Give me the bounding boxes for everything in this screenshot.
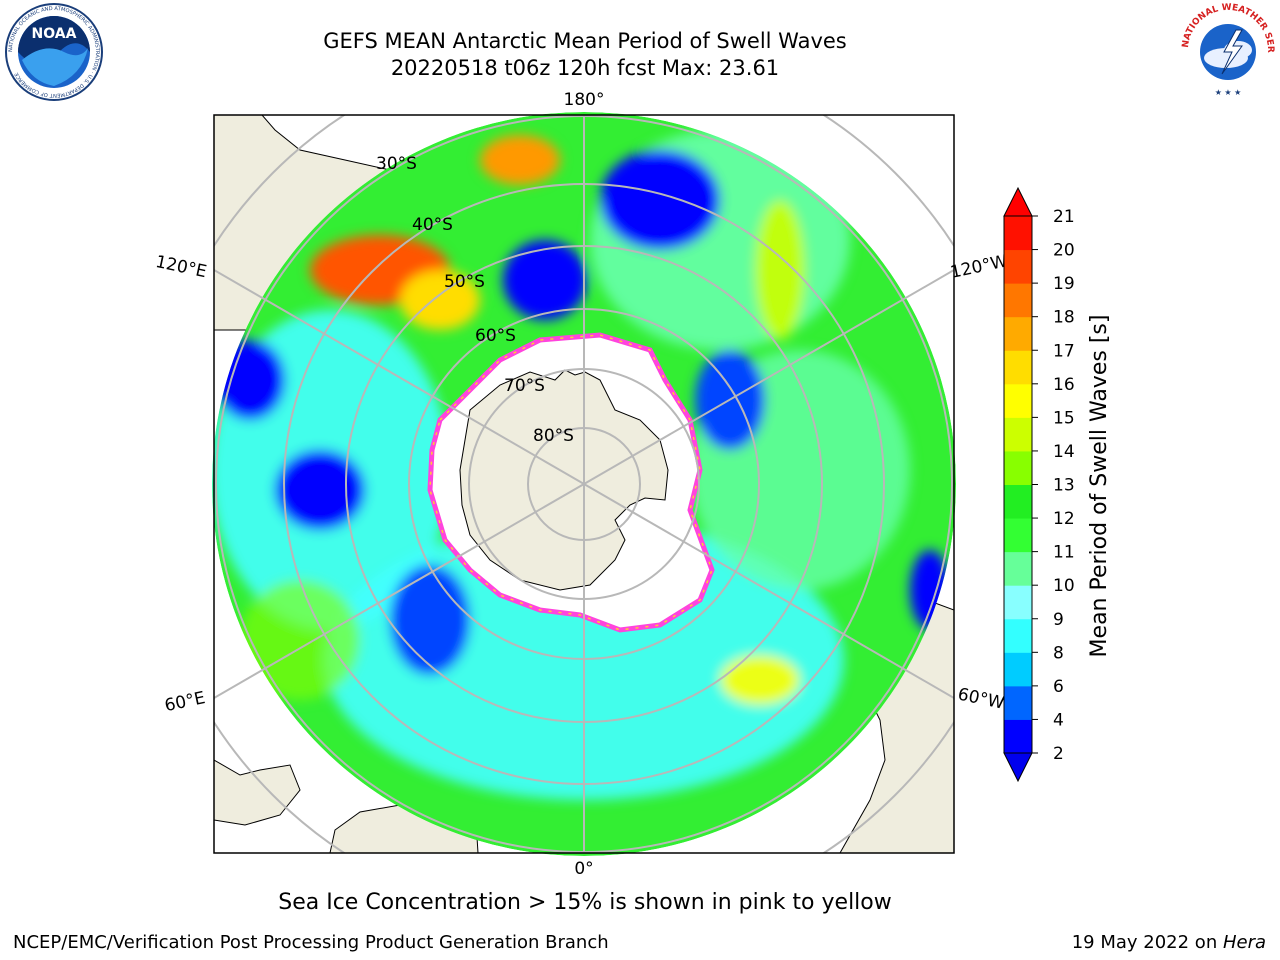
- colorbar-segment: [1004, 585, 1032, 620]
- lat-label-30s: 30°S: [376, 154, 417, 174]
- colorbar-tick-label: 6: [1053, 677, 1064, 697]
- colorbar-tick-label: 2: [1053, 744, 1064, 764]
- colorbar-tick-label: 14: [1053, 442, 1075, 462]
- colorbar-segment: [1004, 350, 1032, 385]
- sea-ice-caption: Sea Ice Concentration > 15% is shown in …: [278, 890, 892, 915]
- footer-machine: Hera: [1222, 932, 1266, 953]
- colorbar-tick-label: 10: [1053, 576, 1075, 596]
- colorbar-segment: [1004, 216, 1032, 251]
- colorbar: 2 4 6 8 9 10 11 12 13 14 15 16 17 18 19 20 21 Mean Perio…: [1003, 186, 1112, 783]
- colorbar-tick-label: 21: [1053, 207, 1075, 227]
- colorbar-tick-label: 17: [1053, 341, 1075, 361]
- lat-label-60s: 60°S: [475, 326, 516, 346]
- lat-label-70s: 70°S: [504, 376, 545, 396]
- chart-title: GEFS MEAN Antarctic Mean Period of Swell…: [323, 29, 847, 53]
- colorbar-tick-label: 13: [1053, 476, 1075, 496]
- colorbar-tick-label: 20: [1053, 241, 1075, 261]
- lon-label-0: 0°: [574, 859, 593, 879]
- graticule: [214, 115, 954, 853]
- map-frame: [213, 114, 955, 854]
- lon-label-60w: 60°W: [956, 684, 1006, 713]
- noaa-logo-text: NOAA: [32, 26, 77, 42]
- colorbar-tick-label: 16: [1053, 375, 1075, 395]
- chart-subtitle: 20220518 t06z 120h fcst Max: 23.61: [390, 56, 780, 80]
- lat-label-40s: 40°S: [412, 215, 453, 235]
- colorbar-tick-label: 11: [1053, 543, 1075, 563]
- lat-label-80s: 80°S: [533, 426, 574, 446]
- nws-logo: NATIONAL WEATHER SERVICE ★ ★ ★: [1178, 0, 1275, 97]
- colorbar-segment: [1004, 383, 1032, 418]
- colorbar-under-arrow: [1003, 752, 1033, 783]
- colorbar-tick-label: 12: [1053, 509, 1075, 529]
- lon-label-120w: 120°W: [949, 251, 1010, 283]
- noaa-logo: NATIONAL OCEANIC AND ATMOSPHERIC ADMINIS…: [5, 3, 103, 101]
- lon-label-60e: 60°E: [163, 688, 207, 716]
- footer-date: 19 May 2022 on Hera: [1072, 932, 1266, 953]
- colorbar-segment: [1004, 685, 1032, 720]
- colorbar-segment: [1004, 652, 1032, 687]
- colorbar-segment: [1004, 316, 1032, 351]
- colorbar-tick-label: 18: [1053, 308, 1075, 328]
- colorbar-over-arrow: [1003, 186, 1033, 217]
- colorbar-tick-label: 4: [1053, 710, 1064, 730]
- colorbar-segment: [1004, 719, 1032, 754]
- colorbar-tick-label: 8: [1053, 643, 1064, 663]
- colorbar-segment: [1004, 249, 1032, 284]
- colorbar-segment: [1004, 618, 1032, 653]
- colorbar-segment: [1004, 283, 1032, 318]
- colorbar-tick-label: 19: [1053, 274, 1075, 294]
- colorbar-label: Mean Period of Swell Waves [s]: [1087, 315, 1112, 658]
- colorbar-tick-label: 9: [1053, 610, 1064, 630]
- colorbar-segment: [1004, 518, 1032, 553]
- colorbar-segment: [1004, 484, 1032, 519]
- footer-date-text: 19 May 2022 on: [1071, 932, 1223, 953]
- svg-text:★ ★ ★: ★ ★ ★: [1215, 88, 1242, 97]
- colorbar-segment: [1004, 417, 1032, 452]
- colorbar-segment: [1004, 450, 1032, 485]
- footer-credit: NCEP/EMC/Verification Post Processing Pr…: [13, 932, 609, 953]
- colorbar-tick-label: 15: [1053, 408, 1075, 428]
- lat-label-50s: 50°S: [444, 272, 485, 292]
- colorbar-segment: [1004, 551, 1032, 586]
- lon-label-180: 180°: [564, 90, 605, 110]
- lon-label-120e: 120°E: [154, 252, 209, 282]
